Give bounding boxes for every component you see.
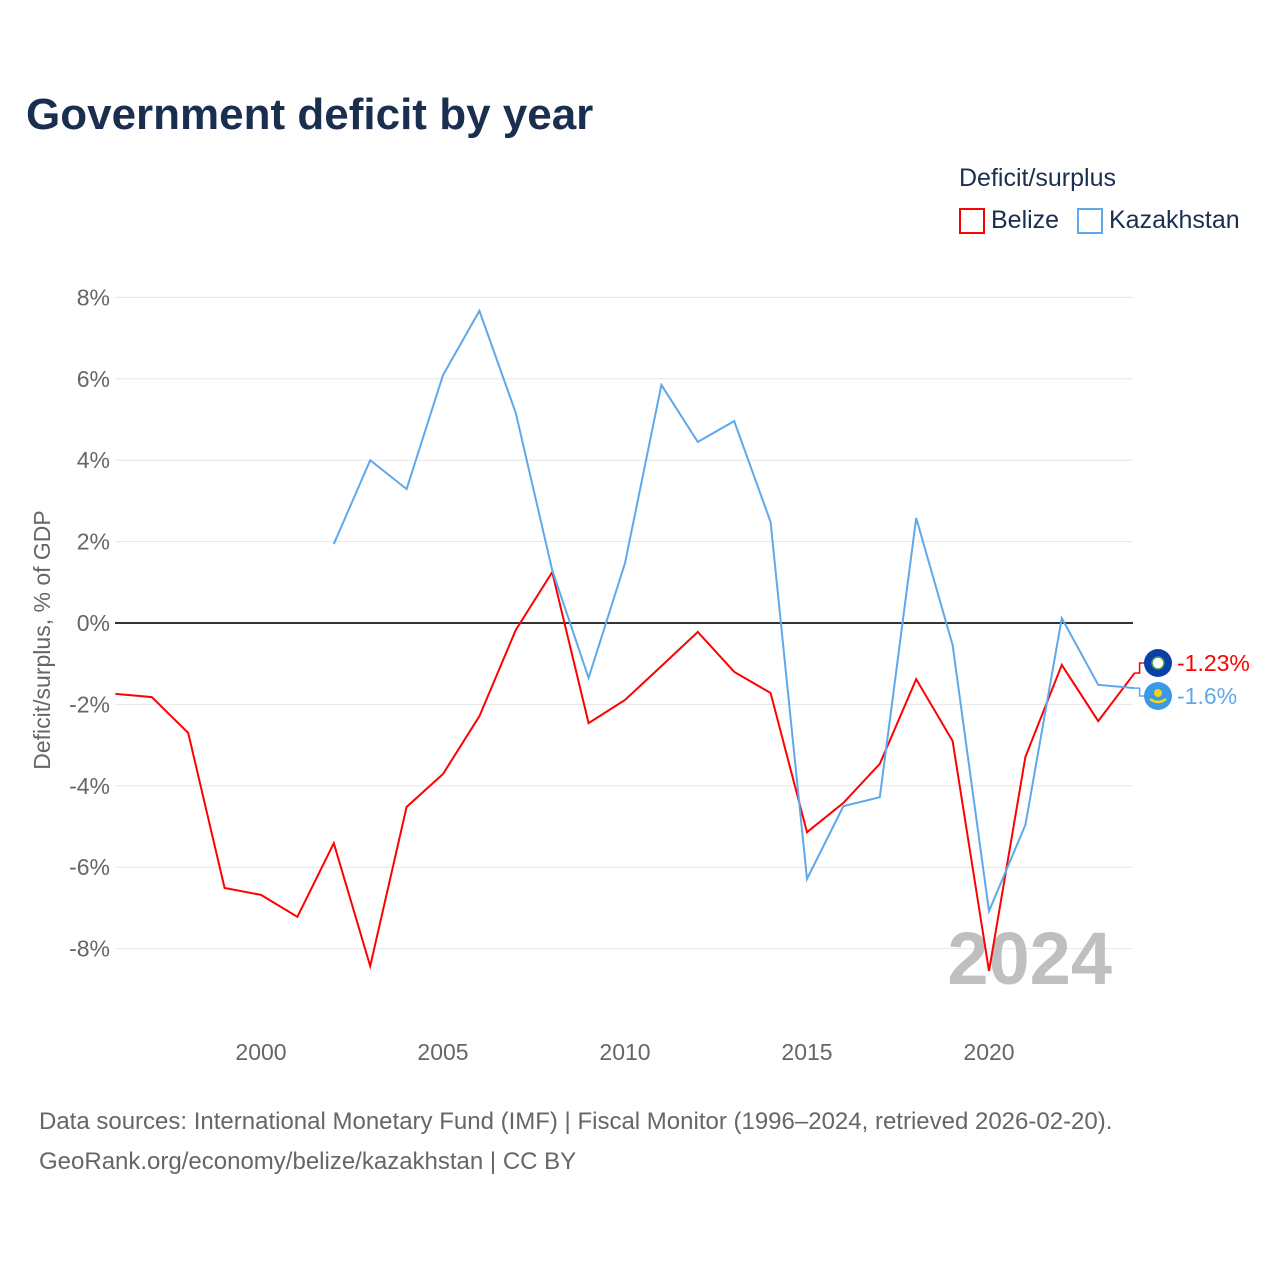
- flag-sun: [1154, 689, 1162, 697]
- end-value-label: -1.23%: [1177, 650, 1250, 676]
- y-tick-label: -8%: [69, 936, 110, 962]
- legend-item-belize[interactable]: Belize: [959, 206, 1059, 235]
- y-tick-label: 8%: [77, 284, 110, 310]
- source-url: GeoRank.org/economy/belize/kazakhstan | …: [39, 1148, 577, 1175]
- end-value-label: -1.6%: [1177, 683, 1237, 709]
- legend-label: Belize: [991, 206, 1060, 234]
- y-axis-label: Deficit/surplus, % of GDP: [29, 510, 55, 769]
- legend-item-kazakhstan[interactable]: Kazakhstan: [1077, 206, 1240, 235]
- chart-title: Government deficit by year: [26, 90, 594, 139]
- x-tick-label: 2005: [417, 1039, 468, 1065]
- year-watermark: 2024: [947, 917, 1112, 1000]
- flag-eagle: [1149, 697, 1167, 704]
- y-tick-label: 2%: [77, 529, 110, 555]
- label-connector: [1134, 662, 1145, 674]
- x-tick-label: 2020: [963, 1039, 1014, 1065]
- series-line-belize: [115, 569, 1136, 972]
- legend-label: Kazakhstan: [1109, 206, 1240, 234]
- label-connector: [1134, 687, 1145, 697]
- y-tick-label: 0%: [77, 610, 110, 636]
- y-tick-label: -2%: [69, 691, 110, 717]
- y-tick-label: 4%: [77, 447, 110, 473]
- y-tick-label: 6%: [77, 366, 110, 392]
- y-tick-label: -4%: [69, 773, 110, 799]
- y-tick-label: -6%: [69, 854, 110, 880]
- x-tick-label: 2000: [235, 1039, 286, 1065]
- legend-swatch: [959, 207, 985, 234]
- x-tick-label: 2010: [599, 1039, 650, 1065]
- legend-swatch: [1077, 207, 1103, 234]
- source-text: Data sources: International Monetary Fun…: [39, 1108, 1113, 1135]
- flag-emblem: [1151, 656, 1165, 670]
- legend-title: Deficit/surplus: [959, 164, 1116, 192]
- x-tick-label: 2015: [781, 1039, 832, 1065]
